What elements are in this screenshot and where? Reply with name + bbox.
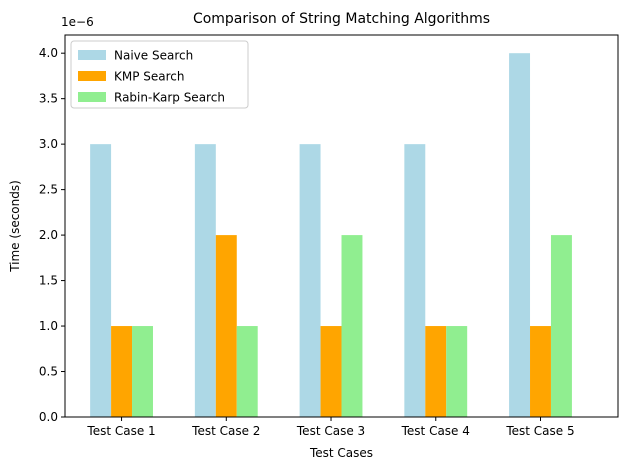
- x-tick-label: Test Case 4: [401, 424, 470, 438]
- y-tick-label: 1.0: [39, 319, 58, 333]
- y-tick-label: 3.0: [39, 137, 58, 151]
- x-tick-label: Test Case 1: [86, 424, 155, 438]
- x-tick-label: Test Case 3: [296, 424, 365, 438]
- y-tick-label: 0.0: [39, 410, 58, 424]
- y-axis-label: Time (seconds): [8, 180, 22, 273]
- bar-naive-search-4: [404, 144, 426, 417]
- y-tick-label: 0.5: [39, 365, 58, 379]
- y-tick-label: 2.0: [39, 228, 58, 242]
- legend-label: Naive Search: [114, 49, 193, 63]
- legend: Naive Search KMP Search Rabin-Karp Search: [70, 40, 249, 109]
- legend-label: Rabin-Karp Search: [114, 91, 225, 105]
- bar-naive-search-5: [509, 53, 531, 417]
- bar-kmp-search-1: [111, 326, 133, 417]
- plot-frame: [64, 34, 619, 418]
- x-axis: Test Case 1 Test Case 2 Test Case 3 Test Ca…: [86, 417, 575, 438]
- x-tick-label: Test Case 2: [191, 424, 260, 438]
- bar-rabin-karp-search-2: [236, 326, 258, 417]
- bar-rabin-karp-search-5: [550, 235, 572, 417]
- bar-kmp-search-2: [215, 235, 237, 417]
- bar-kmp-search-5: [530, 326, 551, 417]
- y-tick-label: 3.5: [39, 92, 58, 106]
- y-axis: 0.0 0.5 1.0 1.5 2.0 2.5 3.0 3.5 4.0: [39, 46, 65, 424]
- y-tick-label: 1.5: [39, 274, 58, 288]
- bar-rabin-karp-search-1: [132, 326, 153, 417]
- bar-kmp-search-3: [320, 326, 342, 417]
- legend-swatch: [78, 50, 106, 60]
- bar-rabin-karp-search-4: [446, 326, 468, 417]
- bar-rabin-karp-search-3: [341, 235, 363, 417]
- legend-label: KMP Search: [114, 70, 185, 84]
- legend-swatch: [78, 92, 106, 102]
- bar-naive-search-1: [90, 144, 112, 417]
- y-tick-label: 2.5: [39, 183, 58, 197]
- bar-naive-search-3: [299, 144, 321, 417]
- y-offset-label: 1e−6: [61, 15, 94, 29]
- bar-naive-search-2: [194, 144, 216, 417]
- legend-swatch: [78, 71, 106, 81]
- chart-title: Comparison of String Matching Algorithms: [193, 11, 490, 27]
- y-tick-label: 4.0: [39, 46, 58, 60]
- x-axis-label: Test Cases: [309, 446, 373, 460]
- legend-box: [70, 40, 249, 109]
- bars-group: [90, 53, 572, 417]
- x-tick-label: Test Case 5: [505, 424, 574, 438]
- bar-kmp-search-4: [425, 326, 447, 417]
